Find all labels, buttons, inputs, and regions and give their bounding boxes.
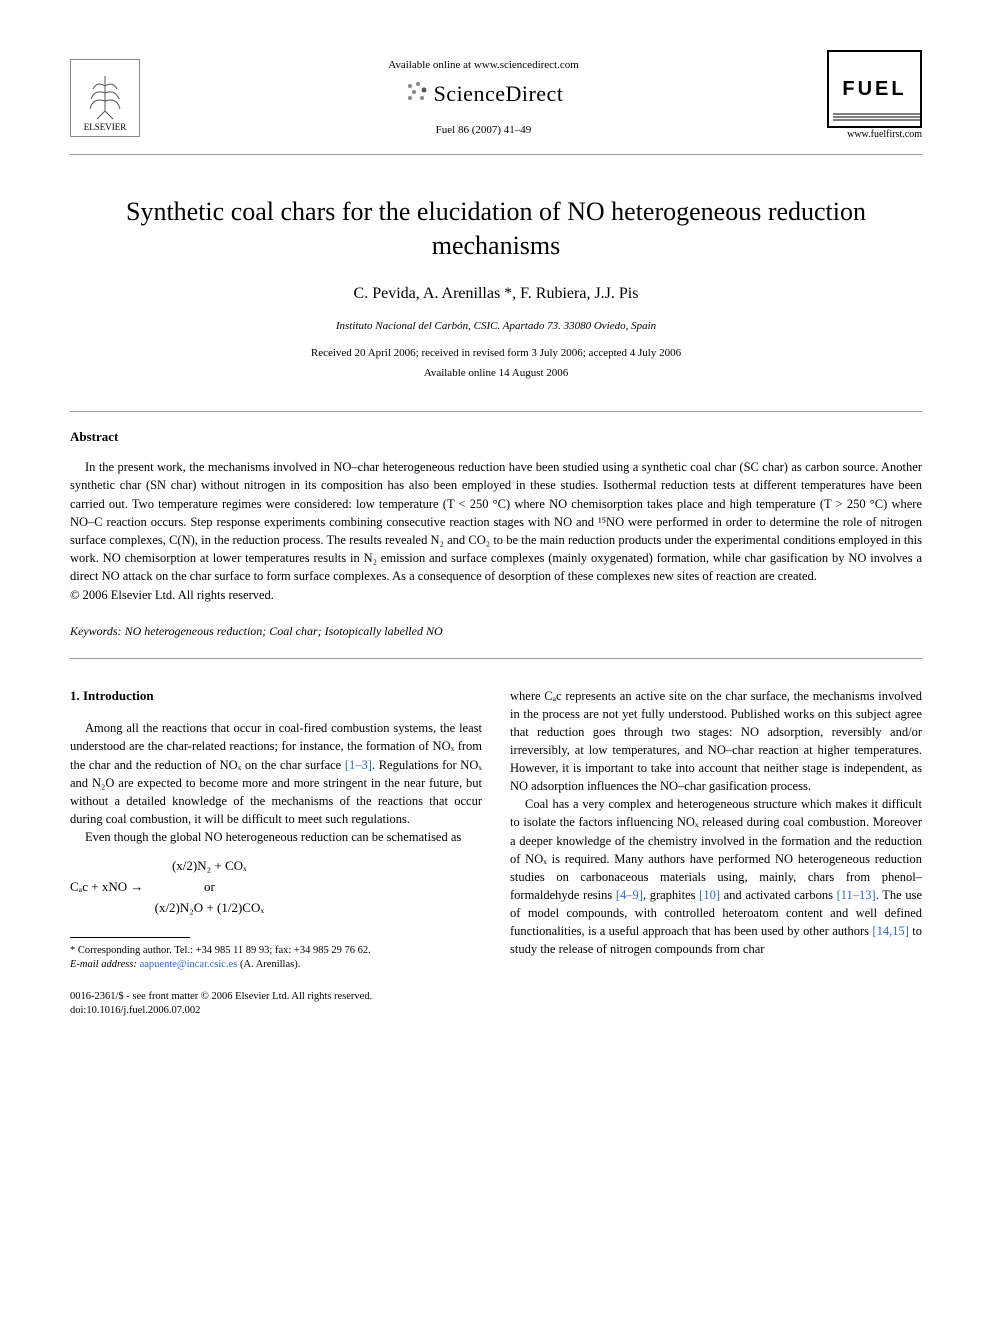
article-title: Synthetic coal chars for the elucidation… [70, 195, 922, 263]
eq-lhs: Cₐc + xNO → [70, 878, 143, 897]
eq-or: or [204, 879, 215, 894]
corresponding-author-footnote: * Corresponding author. Tel.: +34 985 11… [70, 944, 482, 972]
ref-link-10[interactable]: [10] [699, 888, 720, 902]
right-para-1: where Cₐc represents an active site on t… [510, 687, 922, 796]
email-label: E-mail address: [70, 959, 137, 970]
intro-para-1: Among all the reactions that occur in co… [70, 719, 482, 828]
reaction-equation: Cₐc + xNO → (x/2)N₂ + COₓ or (x/2)N₂O + … [70, 856, 482, 918]
rp2b: , graphites [643, 888, 699, 902]
header-rule [70, 154, 922, 155]
keywords-text: NO heterogeneous reduction; Coal char; I… [122, 624, 443, 638]
abstract-bottom-rule [70, 658, 922, 659]
doi-line: doi:10.1016/j.fuel.2006.07.002 [70, 1004, 922, 1018]
keywords: Keywords: NO heterogeneous reduction; Co… [70, 623, 922, 640]
corr-author-line: * Corresponding author. Tel.: +34 985 11… [70, 944, 482, 958]
sciencedirect-dots-icon [404, 80, 428, 113]
received-dates: Received 20 April 2006; received in revi… [70, 346, 922, 361]
elsevier-logo: ELSEVIER [70, 59, 140, 137]
right-column: where Cₐc represents an active site on t… [510, 687, 922, 972]
right-para-2: Coal has a very complex and heterogeneou… [510, 795, 922, 958]
fuel-stripes-icon [833, 112, 920, 122]
elsevier-label: ELSEVIER [84, 121, 127, 134]
authors: C. Pevida, A. Arenillas *, F. Rubiera, J… [70, 283, 922, 305]
publisher-header: ELSEVIER Available online at www.science… [70, 50, 922, 146]
ref-link-1-3[interactable]: [1–3] [345, 758, 372, 772]
fuel-logo: FUEL [827, 50, 922, 128]
online-date: Available online 14 August 2006 [70, 366, 922, 381]
abstract-heading: Abstract [70, 428, 922, 446]
affiliation: Instituto Nacional del Carbón, CSIC. Apa… [70, 319, 922, 334]
rp2a: Coal has a very complex and heterogeneou… [510, 797, 922, 902]
fuel-logo-block: FUEL www.fuelfirst.com [827, 50, 922, 146]
intro-para-2: Even though the global NO heterogeneous … [70, 828, 482, 846]
elsevier-tree-icon [85, 71, 125, 121]
sciencedirect-logo: ScienceDirect [140, 79, 827, 112]
fuel-logo-text: FUEL [842, 75, 906, 103]
email-suffix: (A. Arenillas). [237, 959, 300, 970]
center-header: Available online at www.sciencedirect.co… [140, 58, 827, 138]
intro-heading: 1. Introduction [70, 687, 482, 706]
fuel-url: www.fuelfirst.com [827, 128, 922, 142]
keywords-label: Keywords: [70, 624, 122, 638]
body-columns: 1. Introduction Among all the reactions … [70, 687, 922, 972]
eq-top: (x/2)N₂ + COₓ [172, 858, 247, 873]
journal-reference: Fuel 86 (2007) 41–49 [140, 123, 827, 138]
ref-link-11-13[interactable]: [11–13] [837, 888, 876, 902]
email-address[interactable]: aapuente@incar.csic.es [140, 959, 238, 970]
left-column: 1. Introduction Among all the reactions … [70, 687, 482, 972]
rp2c: and activated carbons [720, 888, 837, 902]
email-line: E-mail address: aapuente@incar.csic.es (… [70, 958, 482, 972]
abstract-top-rule [70, 411, 922, 412]
footer-info: 0016-2361/$ - see front matter © 2006 El… [70, 990, 922, 1018]
eq-rhs: (x/2)N₂ + COₓ or (x/2)N₂O + (1/2)COₓ [155, 856, 265, 918]
available-online-text: Available online at www.sciencedirect.co… [140, 58, 827, 73]
front-matter-line: 0016-2361/$ - see front matter © 2006 El… [70, 990, 922, 1004]
abstract-text: In the present work, the mechanisms invo… [70, 458, 922, 585]
ref-link-4-9[interactable]: [4–9] [616, 888, 643, 902]
eq-bottom: (x/2)N₂O + (1/2)COₓ [155, 900, 265, 915]
footnote-rule [70, 937, 190, 938]
copyright: © 2006 Elsevier Ltd. All rights reserved… [70, 587, 922, 605]
sciencedirect-text: ScienceDirect [434, 81, 564, 106]
ref-link-14-15[interactable]: [14,15] [872, 924, 908, 938]
